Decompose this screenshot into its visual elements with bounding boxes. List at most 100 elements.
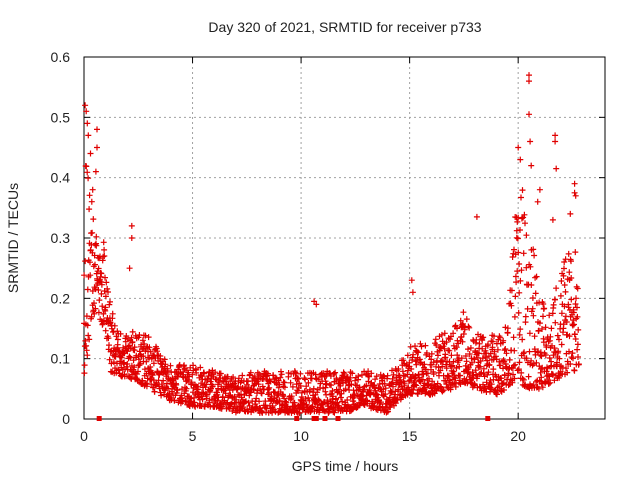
data-point	[349, 370, 356, 377]
data-point	[276, 397, 283, 404]
data-point	[212, 369, 219, 376]
data-point	[509, 379, 516, 386]
data-point	[438, 357, 445, 364]
data-point	[86, 336, 93, 343]
data-point	[355, 373, 362, 380]
data-point	[342, 386, 349, 393]
data-point	[554, 359, 560, 366]
data-point	[368, 370, 375, 377]
data-point	[515, 309, 522, 316]
data-point	[511, 347, 518, 354]
data-point	[262, 402, 269, 409]
y-axis-label: SRMTID / TECUs	[5, 183, 21, 293]
data-point	[277, 374, 284, 381]
data-point	[100, 239, 107, 246]
data-point	[521, 349, 528, 356]
data-point	[440, 387, 447, 394]
data-point	[534, 198, 541, 205]
data-point	[147, 364, 154, 370]
data-point	[507, 376, 514, 383]
data-point	[532, 290, 539, 297]
data-point	[115, 347, 122, 354]
data-point	[158, 381, 165, 388]
data-point	[491, 348, 498, 355]
data-point	[157, 353, 164, 359]
data-point	[174, 386, 181, 393]
data-point	[511, 375, 518, 382]
data-point	[552, 296, 558, 303]
data-point-zero	[485, 416, 491, 421]
data-point	[190, 362, 197, 369]
data-point	[102, 293, 109, 300]
data-point	[528, 357, 535, 364]
data-point	[547, 379, 554, 386]
data-point-zero	[322, 416, 328, 421]
data-point	[444, 372, 451, 379]
data-point	[95, 309, 102, 316]
data-point	[548, 325, 555, 332]
data-point	[309, 403, 316, 410]
data-point	[513, 227, 520, 234]
data-point	[558, 341, 565, 348]
data-point	[224, 373, 231, 380]
data-point	[563, 319, 570, 325]
data-point	[183, 385, 190, 392]
data-point	[553, 285, 560, 292]
data-point	[486, 361, 493, 368]
data-point	[561, 265, 567, 272]
data-point	[114, 336, 121, 343]
data-point	[297, 383, 304, 389]
data-point	[129, 339, 136, 345]
data-point	[533, 359, 540, 366]
data-point	[575, 361, 582, 368]
data-point	[199, 396, 206, 403]
data-point	[92, 305, 99, 312]
data-point	[85, 332, 92, 339]
data-point	[185, 377, 192, 383]
data-point	[575, 354, 581, 360]
data-point	[367, 389, 374, 396]
data-point	[306, 397, 313, 404]
data-point	[88, 313, 95, 320]
data-point	[549, 310, 556, 317]
data-point	[131, 344, 138, 351]
data-point	[84, 286, 91, 293]
data-point	[556, 355, 563, 362]
data-point	[401, 380, 408, 387]
data-point	[185, 369, 192, 376]
data-point	[107, 319, 114, 326]
data-point	[566, 348, 572, 355]
data-point	[542, 352, 549, 358]
data-point	[258, 390, 265, 397]
data-point	[420, 371, 427, 378]
data-point	[188, 379, 195, 386]
data-point	[571, 331, 578, 338]
data-point	[137, 360, 144, 367]
data-point	[201, 370, 208, 377]
data-point	[93, 233, 100, 240]
data-point	[568, 258, 574, 265]
data-point	[83, 313, 90, 320]
data-point	[543, 344, 550, 350]
data-point	[513, 234, 520, 241]
data-point	[81, 362, 88, 369]
data-point	[89, 186, 96, 193]
data-point	[520, 350, 527, 357]
data-point	[98, 270, 105, 277]
data-point	[504, 325, 511, 332]
data-point	[143, 358, 150, 365]
data-point	[231, 393, 238, 400]
data-point	[150, 360, 157, 367]
data-point	[315, 376, 322, 383]
data-point	[86, 206, 93, 213]
data-point	[535, 348, 542, 355]
data-point	[337, 382, 344, 389]
data-point	[135, 356, 142, 363]
y-tick-label: 0	[62, 411, 70, 427]
data-point	[542, 324, 549, 331]
data-point	[479, 355, 486, 362]
data-point	[295, 387, 301, 394]
data-point-zero	[294, 416, 300, 421]
data-point	[439, 363, 446, 370]
data-point	[245, 408, 252, 415]
